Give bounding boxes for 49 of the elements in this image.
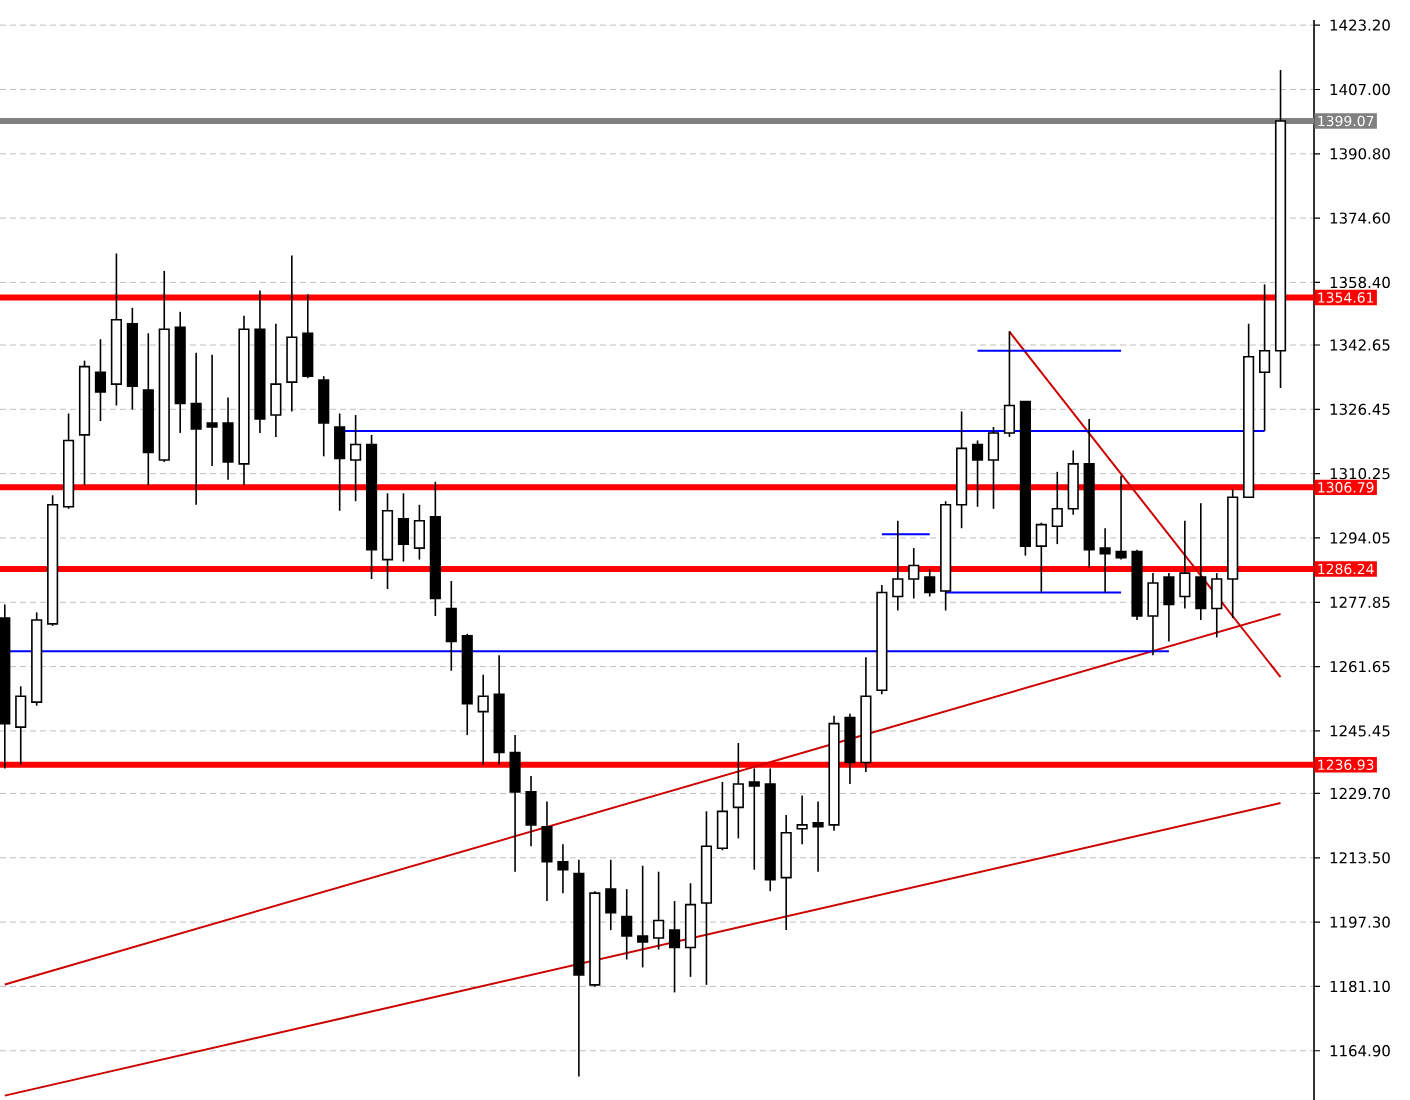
candlestick bbox=[286, 254, 298, 413]
candlestick bbox=[1259, 283, 1271, 432]
candlestick bbox=[557, 843, 569, 894]
candlestick bbox=[15, 685, 27, 766]
candlestick bbox=[684, 882, 697, 978]
candlestick bbox=[908, 547, 920, 600]
candlestick bbox=[924, 568, 936, 598]
candlestick bbox=[844, 712, 856, 785]
candlestick bbox=[780, 814, 792, 931]
candlestick bbox=[716, 781, 728, 852]
candlestick bbox=[509, 734, 521, 873]
candlestick bbox=[1115, 475, 1127, 561]
candlestick bbox=[1211, 572, 1223, 639]
candlestick bbox=[270, 322, 282, 438]
candlestick bbox=[222, 396, 234, 481]
candlestick bbox=[1003, 330, 1016, 438]
candlestick bbox=[668, 900, 681, 994]
candlestick bbox=[732, 742, 744, 840]
candlestick bbox=[445, 580, 457, 672]
candlestick bbox=[621, 888, 633, 961]
candlestick bbox=[1099, 527, 1111, 594]
candlestick bbox=[541, 800, 553, 902]
candlestick bbox=[206, 353, 218, 467]
candlestick bbox=[334, 412, 346, 512]
candlestick bbox=[350, 414, 362, 503]
candlestick bbox=[525, 775, 537, 848]
candlestick bbox=[637, 864, 649, 969]
candlestick bbox=[94, 338, 107, 422]
candlestick bbox=[812, 800, 824, 873]
candlestick bbox=[892, 519, 904, 612]
candlestick bbox=[302, 293, 314, 379]
candlestick bbox=[1163, 572, 1175, 643]
candlestick bbox=[477, 673, 489, 766]
candlestick bbox=[1035, 521, 1047, 594]
candlestick bbox=[748, 767, 760, 871]
candlestick bbox=[605, 858, 617, 931]
candlestick bbox=[318, 375, 330, 458]
candlestick bbox=[1195, 502, 1207, 621]
candlestick bbox=[1067, 449, 1079, 516]
candlestick bbox=[1147, 572, 1159, 657]
candlestick bbox=[987, 426, 1000, 510]
candlestick bbox=[796, 794, 808, 846]
candlestick bbox=[190, 351, 202, 506]
candlestick bbox=[1179, 519, 1191, 610]
candlestick bbox=[397, 492, 410, 563]
candlestick bbox=[1051, 471, 1063, 545]
candlestick bbox=[413, 504, 425, 561]
candlestick bbox=[653, 870, 665, 951]
candlestick bbox=[971, 439, 984, 508]
